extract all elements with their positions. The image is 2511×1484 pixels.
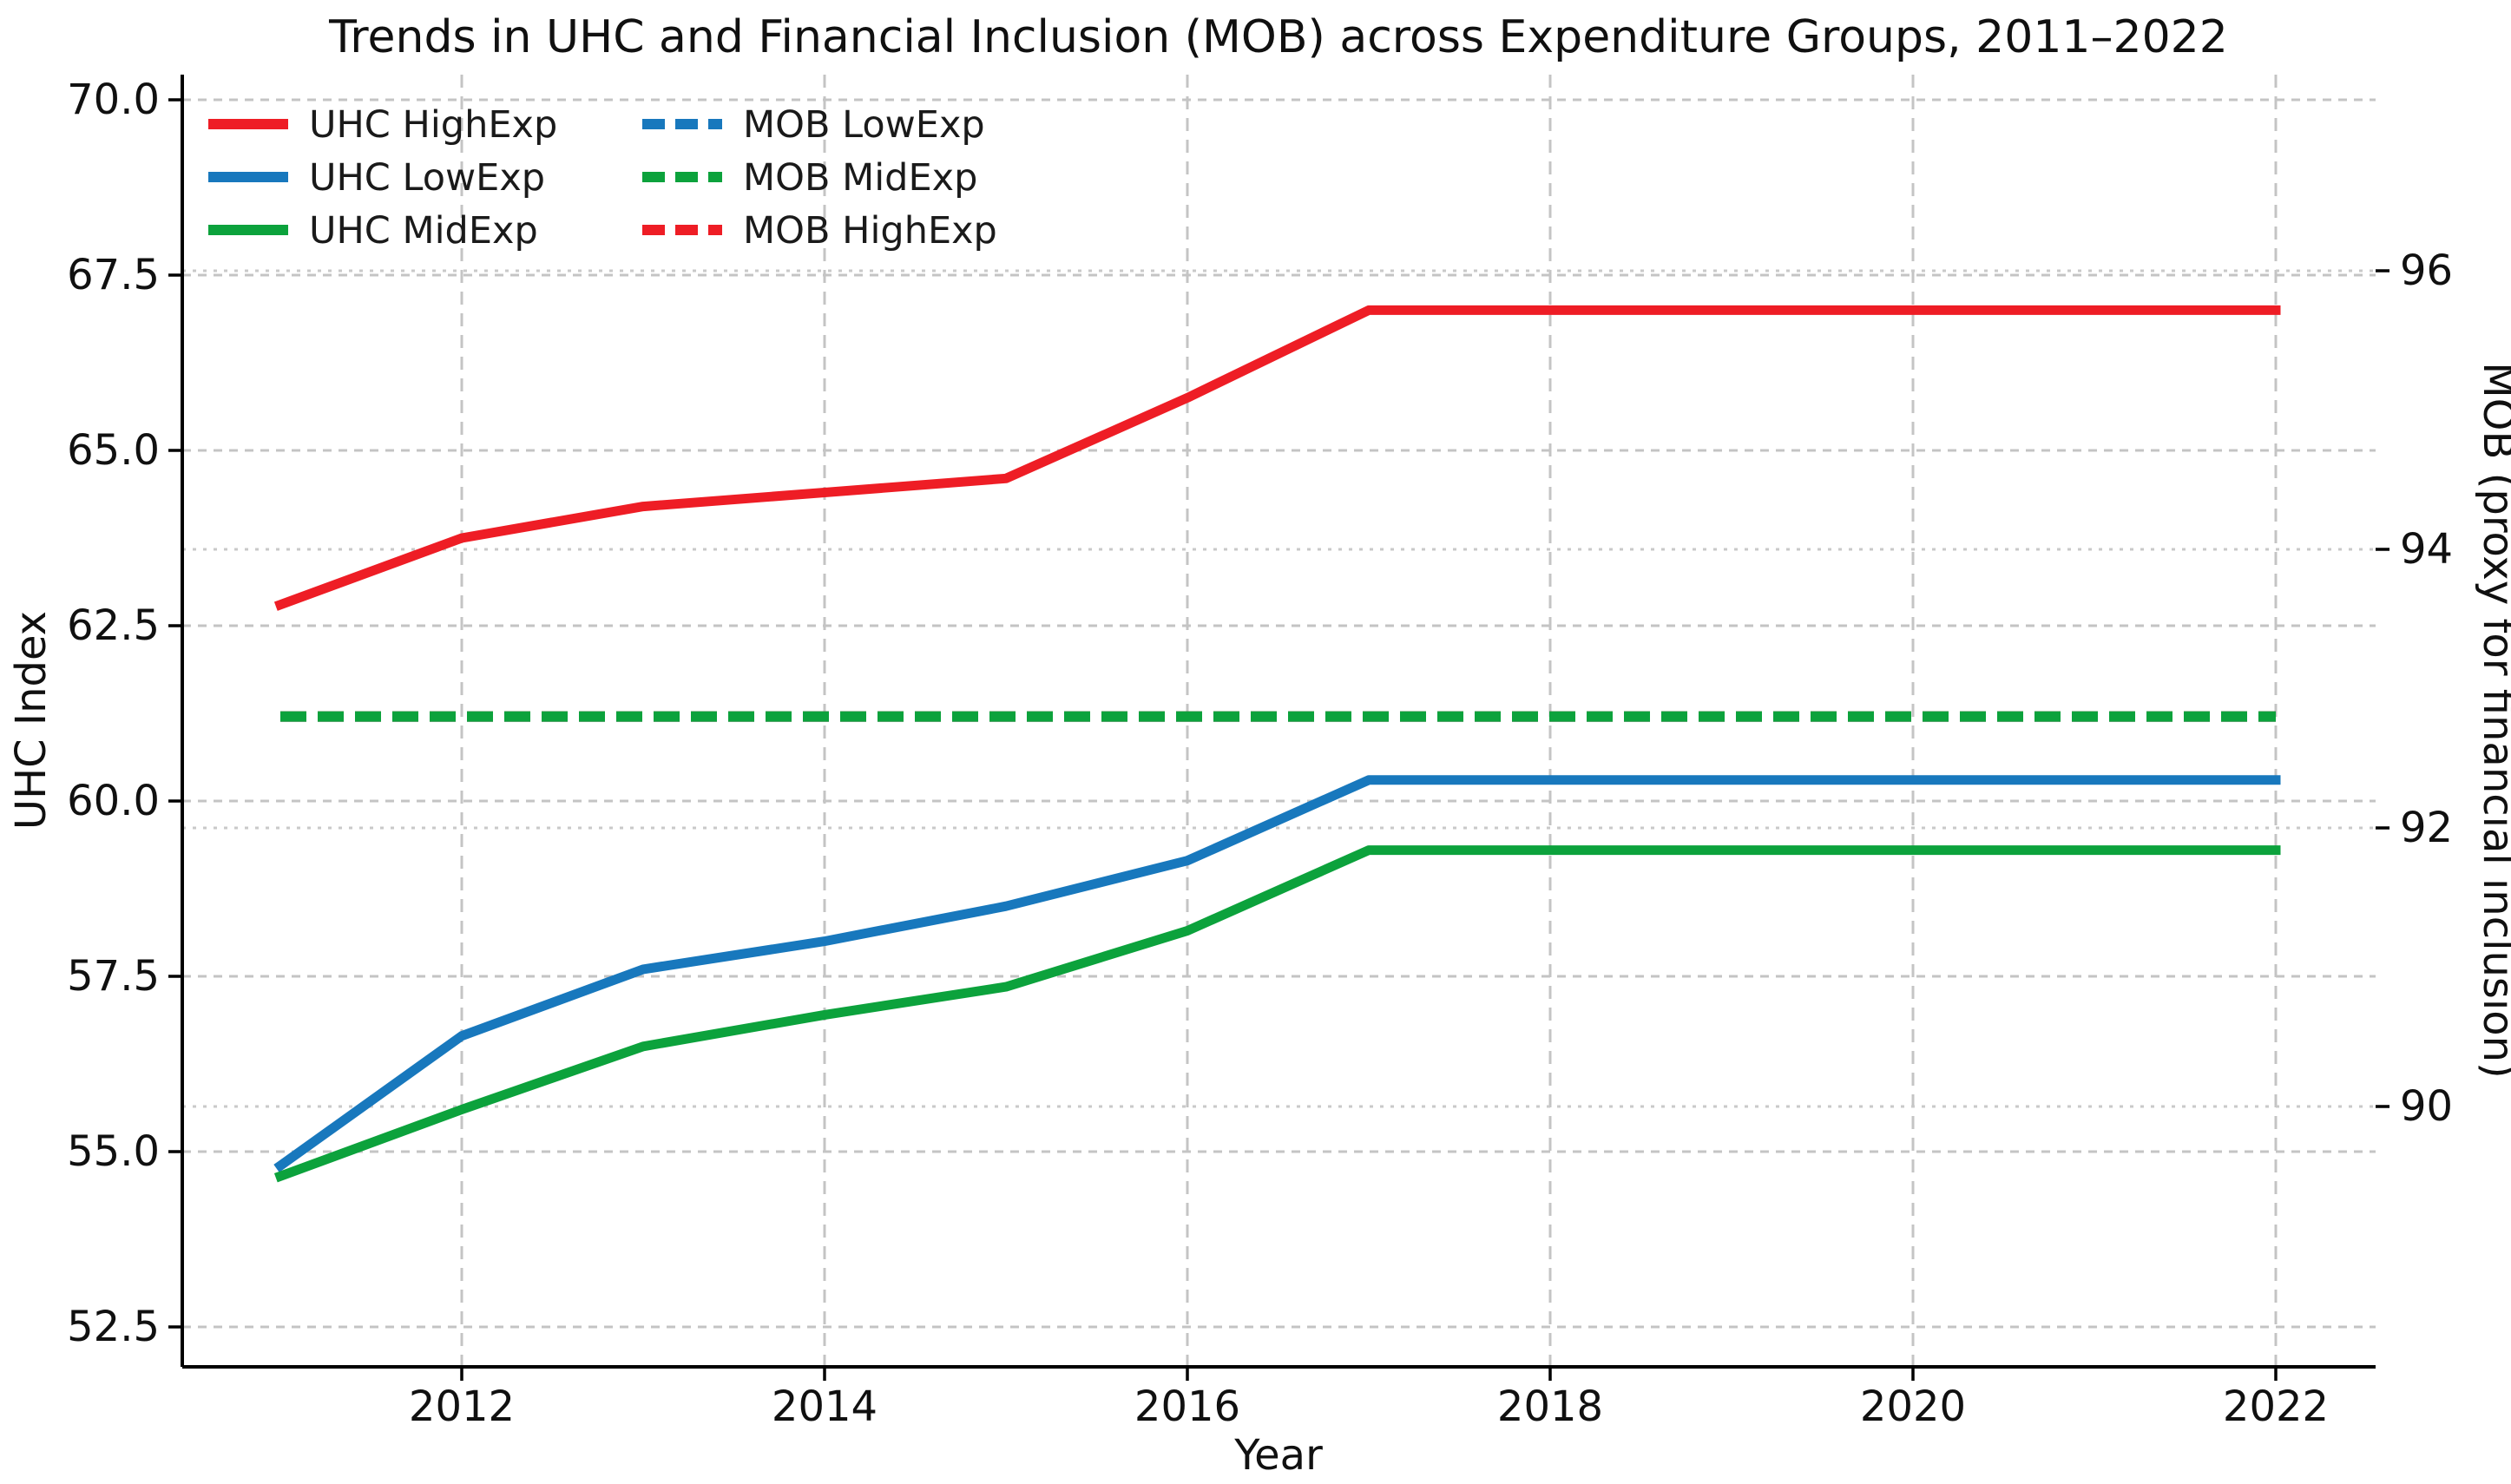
y-axis-label-left: UHC Index	[7, 611, 56, 830]
y-right-tick-label: 94	[2400, 525, 2453, 574]
series-line-uhc-midexp	[273, 845, 2281, 1183]
legend-label: MOB MidExp	[743, 156, 977, 200]
data-series-lines	[273, 305, 2281, 1183]
chart-title: Trends in UHC and Financial Inclusion (M…	[328, 11, 2228, 63]
x-tick-label: 2018	[1497, 1382, 1603, 1431]
x-tick-label: 2012	[409, 1382, 515, 1431]
x-tick-label: 2016	[1134, 1382, 1240, 1431]
legend-label: UHC MidExp	[309, 209, 538, 253]
series-line-uhc-highexp	[273, 305, 2281, 611]
x-axis-label: Year	[1233, 1431, 1323, 1480]
x-tick-label: 2020	[1860, 1382, 1966, 1431]
x-tick-label: 2014	[772, 1382, 878, 1431]
y-left-tick-label: 67.5	[67, 251, 160, 299]
y-right-tick-label: 96	[2400, 246, 2453, 295]
y-left-tick-label: 52.5	[67, 1303, 160, 1351]
y-left-tick-label: 60.0	[67, 777, 160, 825]
y-axis-label-right: MOB (proxy for financial inclusion)	[2474, 362, 2511, 1078]
y-left-tick-label: 65.0	[67, 426, 160, 475]
series-line-uhc-lowexp	[273, 775, 2281, 1172]
axis-tick-labels: 2012 2014 2016 2018 2020 2022 52.5 55.0 57.5 60.0…	[67, 76, 2453, 1431]
y-right-tick-label: 90	[2400, 1082, 2453, 1131]
y-left-tick-label: 62.5	[67, 601, 160, 650]
y-left-tick-label: 55.0	[67, 1127, 160, 1176]
legend-label: MOB HighExp	[743, 209, 997, 253]
legend-label: UHC HighExp	[309, 103, 557, 147]
y-left-tick-label: 57.5	[67, 952, 160, 1001]
y-right-tick-label: 92	[2400, 804, 2453, 852]
gridlines	[182, 75, 2376, 1367]
y-left-tick-label: 70.0	[67, 76, 160, 124]
legend-label: MOB LowExp	[743, 103, 985, 147]
legend-label: UHC LowExp	[309, 156, 545, 200]
axis-tick-marks	[168, 98, 2389, 1381]
x-tick-label: 2022	[2223, 1382, 2329, 1431]
legend: UHC HighExp UHC LowExp UHC MidExp MOB LowEx…	[208, 103, 997, 253]
